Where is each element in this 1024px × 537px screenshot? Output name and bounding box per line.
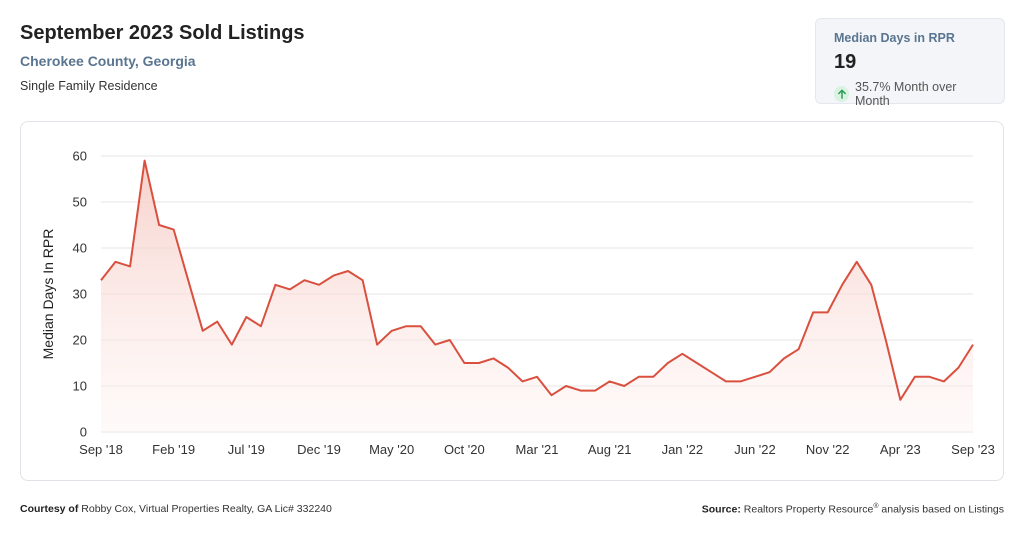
x-tick-label: Nov '22 <box>806 442 850 457</box>
kpi-change: 35.7% Month over Month <box>834 80 986 108</box>
median-days-chart: 0 10 20 30 40 50 60 Median Days In RPR Sep '18 Fe… <box>40 149 995 458</box>
registered-mark: ® <box>873 503 879 510</box>
y-tick-label: 0 <box>80 425 87 440</box>
courtesy-text: Robby Cox, Virtual Properties Realty, GA… <box>81 503 332 515</box>
x-tick-label: Jul '19 <box>228 442 265 457</box>
footer-source: Source: Realtors Property Resource® anal… <box>702 503 1004 516</box>
courtesy-label: Courtesy of <box>20 503 79 515</box>
source-label: Source: <box>701 503 741 516</box>
y-tick-label: 50 <box>73 195 87 210</box>
page-title: September 2023 Sold Listings <box>20 22 305 44</box>
x-tick-label: Oct '20 <box>444 442 485 457</box>
x-tick-label: Sep '23 <box>951 442 995 457</box>
series-line <box>100 159 974 401</box>
y-tick-label: 10 <box>73 379 87 394</box>
property-type-label: Single Family Residence <box>20 79 158 93</box>
footer-courtesy: Courtesy of Robby Cox, Virtual Propertie… <box>20 503 332 515</box>
x-tick-label: Jan '22 <box>662 442 704 457</box>
x-tick-label: Dec '19 <box>297 442 341 457</box>
x-tick-label: Jun '22 <box>734 442 776 457</box>
series-area <box>101 160 973 432</box>
y-axis-label: Median Days In RPR <box>40 229 56 360</box>
kpi-label: Median Days in RPR <box>834 31 955 45</box>
kpi-value: 19 <box>834 51 857 73</box>
source-text-b: analysis based on Listings <box>878 503 1004 516</box>
y-tick-label: 40 <box>73 241 87 256</box>
y-tick-label: 20 <box>73 333 87 348</box>
x-tick-label: Feb '19 <box>152 442 195 457</box>
y-tick-label: 60 <box>73 149 87 164</box>
source-text-a: Realtors Property Resource <box>743 503 874 516</box>
kpi-change-text: 35.7% Month over Month <box>855 80 957 108</box>
report-header: September 2023 Sold Listings Cherokee Co… <box>20 22 305 93</box>
location-subtitle: Cherokee County, Georgia <box>20 53 196 69</box>
x-tick-label: Sep '18 <box>79 442 123 457</box>
x-tick-label: May '20 <box>369 442 414 457</box>
x-tick-label: Apr '23 <box>880 442 921 457</box>
kpi-card: Median Days in RPR 19 35.7% Month over M… <box>815 18 1005 108</box>
x-tick-label: Aug '21 <box>588 442 632 457</box>
x-tick-label: Mar '21 <box>516 442 559 457</box>
chart-card: 0 10 20 30 40 50 60 Median Days In RPR Sep '18 Fe… <box>20 121 1004 481</box>
y-tick-label: 30 <box>73 287 87 302</box>
arrow-up-icon <box>834 86 849 102</box>
